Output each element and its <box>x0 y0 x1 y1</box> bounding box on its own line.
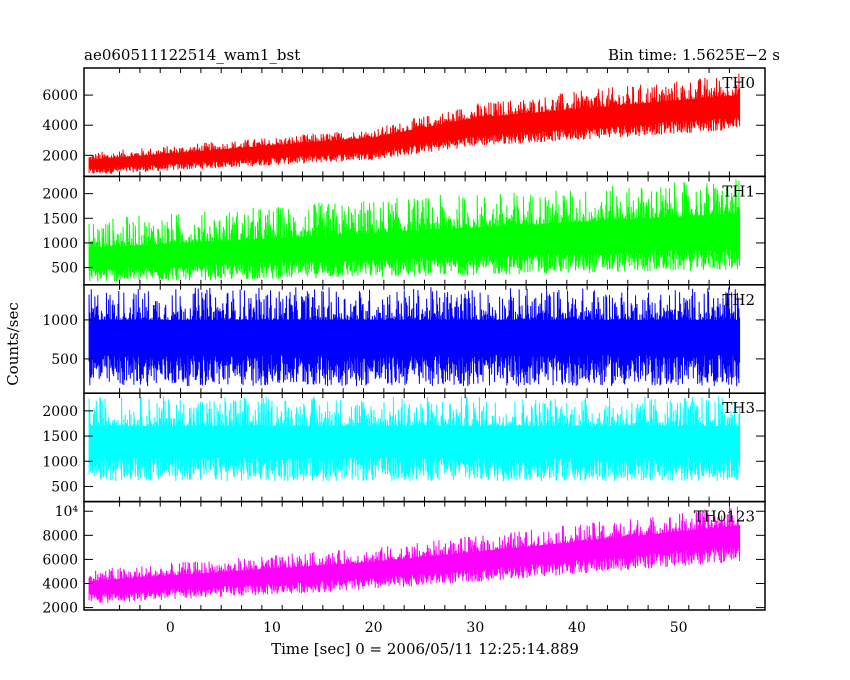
series-th3-trace <box>88 396 741 482</box>
series-th0123-trace <box>88 506 741 603</box>
y-axis-label: Counts/sec <box>4 302 22 386</box>
panel-label: TH0123 <box>694 508 755 526</box>
x-tick-label: 30 <box>466 620 484 636</box>
y-tick-label: 6000 <box>42 552 78 568</box>
y-tick-label: 2000 <box>42 148 78 164</box>
y-tick-label: 1000 <box>42 454 78 470</box>
panel-label: TH0 <box>722 74 755 92</box>
y-tick-label: 2000 <box>42 404 78 420</box>
panel-label: TH2 <box>722 291 755 309</box>
series-th1-trace <box>88 179 741 282</box>
y-tick-label: 1000 <box>42 236 78 252</box>
x-tick-label: 0 <box>166 620 175 636</box>
y-tick-label: 500 <box>51 261 78 277</box>
panel-th3: 500 1000 1500 2000 TH3 <box>42 392 766 503</box>
y-tick-label: 4000 <box>42 577 78 593</box>
series-th2-trace <box>88 287 741 387</box>
y-tick-label: 2000 <box>42 187 78 203</box>
panel-label: TH3 <box>722 399 755 417</box>
y-tick-label: 6000 <box>42 88 78 104</box>
y-tick-label: 1500 <box>42 429 78 445</box>
bin-time-label: Bin time: 1.5625E−2 s <box>608 46 780 64</box>
panel-label: TH1 <box>722 182 755 200</box>
x-tick-label: 40 <box>568 620 586 636</box>
panel-th0123: 2000 4000 6000 8000 10⁴ TH0123 <box>42 500 766 617</box>
y-tick-label: 1500 <box>42 211 78 227</box>
y-tick-label: 500 <box>51 352 78 368</box>
y-tick-label: 1000 <box>42 313 78 329</box>
x-tick-label: 10 <box>263 620 281 636</box>
panel-th1: 500 1000 1500 2000 TH1 <box>42 175 766 286</box>
series-th0-trace <box>88 73 741 174</box>
x-axis-label: Time [sec] 0 = 2006/05/11 12:25:14.889 <box>271 640 579 658</box>
chart-title: ae060511122514_wam1_bst <box>84 46 300 64</box>
x-tick-label: 20 <box>365 620 383 636</box>
x-tick-label: 50 <box>670 620 688 636</box>
y-tick-label: 4000 <box>42 118 78 134</box>
y-tick-label: 10⁴ <box>55 504 79 520</box>
y-tick-label: 500 <box>51 479 78 495</box>
y-tick-label: 8000 <box>42 528 78 544</box>
y-tick-label: 2000 <box>42 601 78 617</box>
panel-th0: 2000 4000 6000 TH0 <box>42 67 766 178</box>
panel-th2: 500 1000 TH2 <box>42 284 766 394</box>
